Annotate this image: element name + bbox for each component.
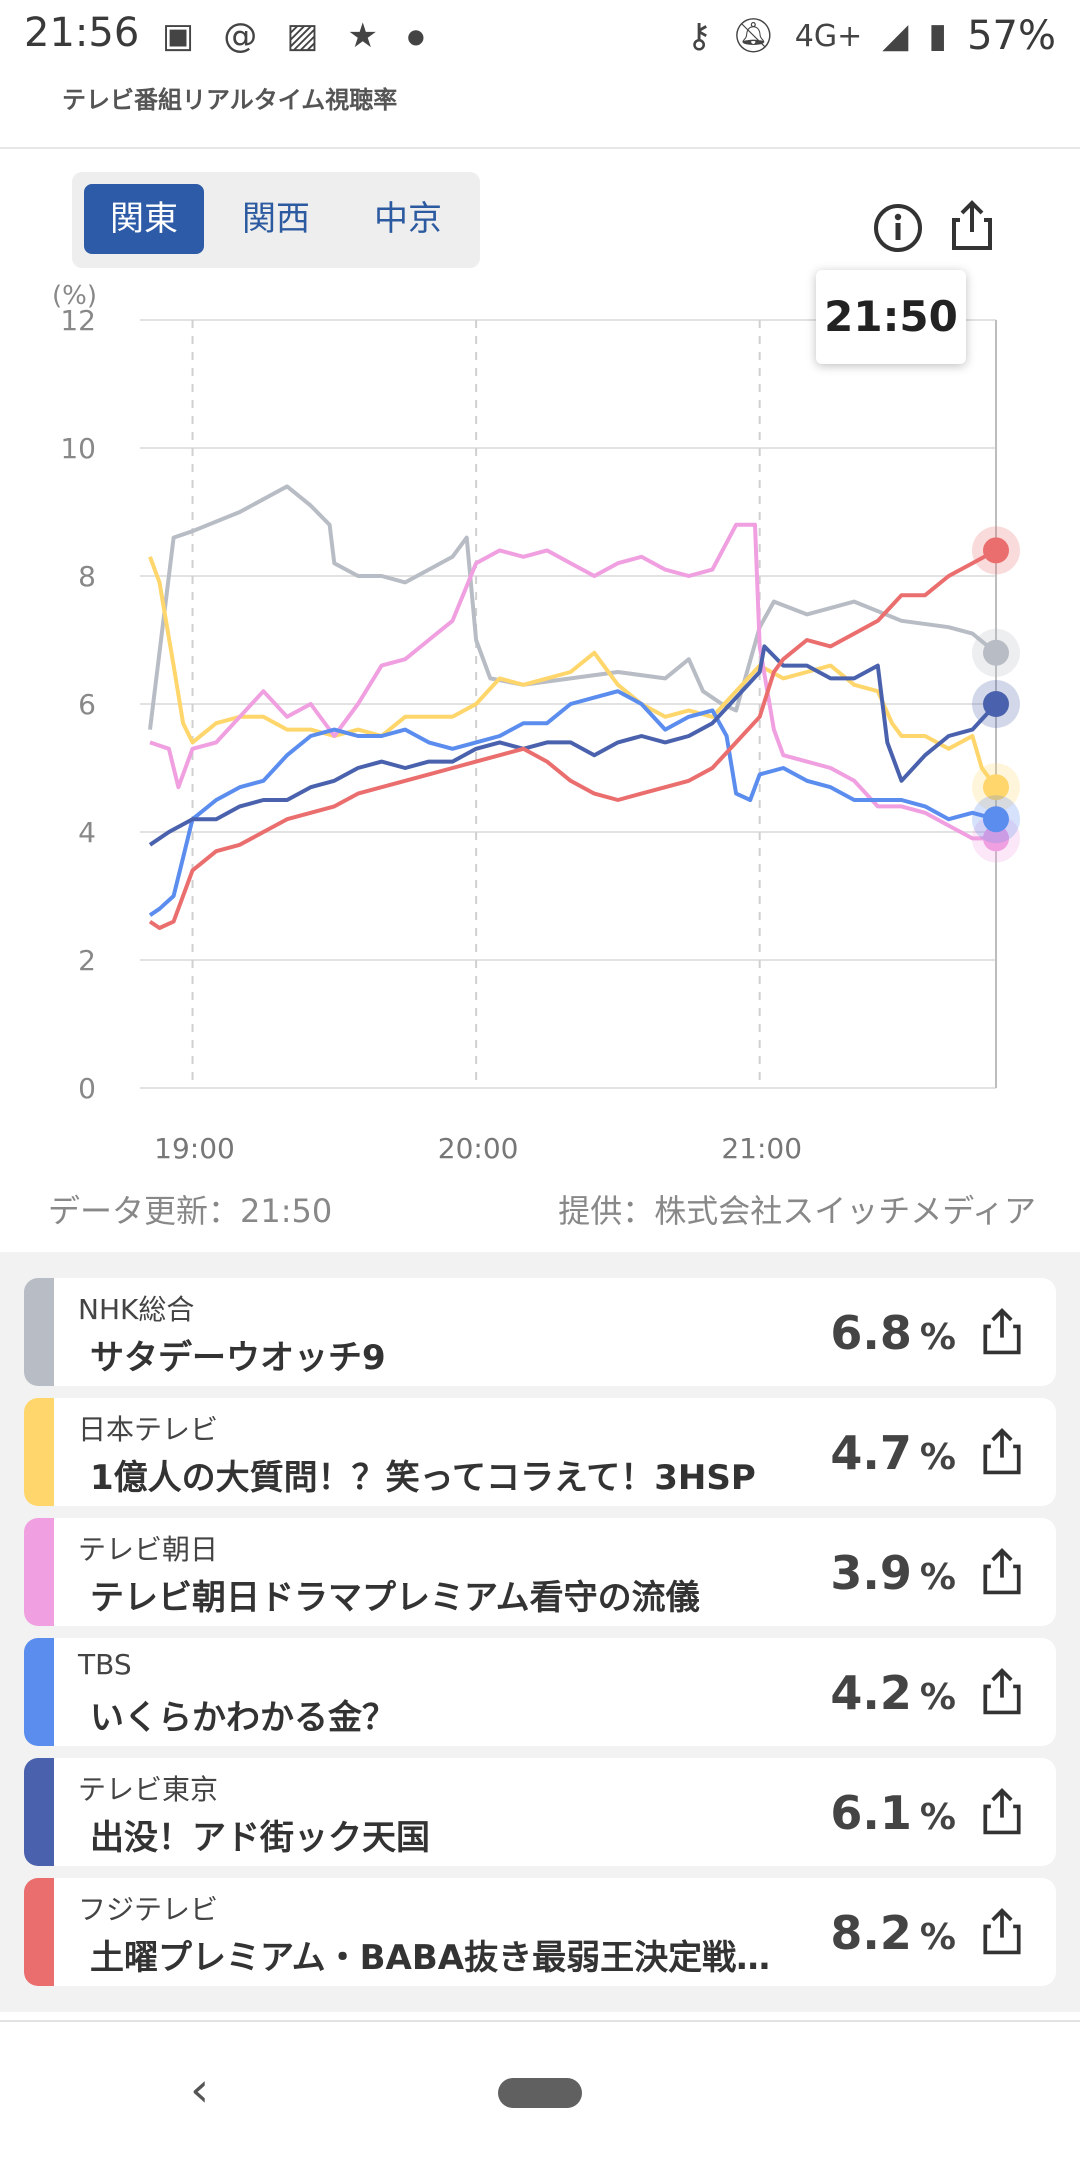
y-tick-label: 4 bbox=[78, 816, 96, 849]
page-header: テレビ番組リアルタイム視聴率 bbox=[0, 72, 1080, 149]
mute-bell-icon: 🔕︎ bbox=[731, 16, 775, 56]
chart-series bbox=[148, 484, 998, 930]
share-icon[interactable] bbox=[976, 1786, 1028, 1838]
header-subtitle: テレビ番組リアルタイム視聴率 bbox=[62, 86, 398, 114]
series-line bbox=[149, 522, 996, 841]
chart-y-axis: 0 2 4 6 8 10 12(%) bbox=[52, 281, 97, 1105]
series-endpoint bbox=[983, 639, 1009, 666]
x-tick-label: 21:00 bbox=[721, 1132, 802, 1165]
status-time: 21:56 bbox=[24, 10, 140, 56]
channel-color-bar bbox=[24, 1518, 54, 1626]
program-card-tx[interactable]: テレビ東京 出没！アド街ック天国 6.1% bbox=[24, 1758, 1056, 1866]
network-type: 4G+ bbox=[794, 18, 863, 54]
rating-chart: 19:00 20:00 21:00 0 2 4 6 8 10 12(%) bbox=[52, 281, 1020, 1165]
rating-value: 4.7% bbox=[830, 1426, 956, 1480]
data-source: 提供：株式会社スイッチメディア bbox=[558, 1192, 1036, 1230]
back-icon[interactable]: ‹ bbox=[190, 2062, 210, 2118]
channel-color-bar bbox=[24, 1398, 54, 1506]
y-tick-label: 12 bbox=[60, 304, 96, 337]
share-icon[interactable] bbox=[944, 198, 1000, 254]
program-card-cx[interactable]: フジテレビ 土曜プレミアム・BABA抜き最弱王決定戦… 8.2% bbox=[24, 1878, 1056, 1986]
channel-name: TBS bbox=[78, 1648, 132, 1681]
system-nav-bar: ‹ bbox=[0, 2020, 1080, 2162]
x-tick-label: 19:00 bbox=[154, 1132, 235, 1165]
status-right-icons: ⚷ 🔕︎ 4G+ ◢ ▮ 57% bbox=[667, 12, 1056, 60]
y-tick-label: 8 bbox=[78, 560, 96, 593]
threads-icon: @ bbox=[223, 16, 258, 56]
series-line bbox=[148, 689, 997, 917]
series-line bbox=[148, 484, 998, 730]
share-icon[interactable] bbox=[976, 1906, 1028, 1958]
x-tick-label: 20:00 bbox=[438, 1132, 519, 1165]
program-title: 1億人の大質問！？笑ってコラえて！3HSP bbox=[90, 1458, 756, 1498]
series-endpoint bbox=[983, 537, 1009, 564]
signal-icon: ◢ bbox=[882, 16, 909, 56]
key-icon: ⚷ bbox=[686, 16, 712, 56]
rating-value: 6.8% bbox=[830, 1306, 956, 1360]
channel-name: フジテレビ bbox=[78, 1893, 219, 1926]
tab-chukyo[interactable]: 中京 bbox=[374, 199, 442, 239]
status-bar: 21:56 ▣ @ ▨ ★ ● ⚷ 🔕︎ 4G+ ◢ ▮ 57% bbox=[0, 0, 1080, 72]
y-tick-label: 0 bbox=[78, 1072, 96, 1105]
channel-color-bar bbox=[24, 1278, 54, 1386]
y-tick-label: 6 bbox=[78, 688, 96, 721]
program-title: テレビ朝日ドラマプレミアム看守の流儀 bbox=[90, 1578, 700, 1618]
image-icon: ▣ bbox=[162, 16, 195, 56]
series-line bbox=[148, 548, 997, 930]
dot-icon: ● bbox=[407, 24, 425, 48]
channel-name: NHK総合 bbox=[78, 1293, 195, 1326]
battery-level: 57% bbox=[967, 13, 1056, 59]
series-endpoint bbox=[983, 691, 1009, 717]
program-card-tbs[interactable]: TBS いくらかわかる金？ 4.2% bbox=[24, 1638, 1056, 1746]
home-pill[interactable] bbox=[498, 2078, 582, 2108]
y-axis-label: (%) bbox=[52, 281, 97, 311]
program-list: NHK総合 サタデーウオッチ9 6.8% 日本テレビ 1億人の大質問！？笑ってコ… bbox=[0, 1252, 1080, 2012]
region-tabs: 関東 関西 中京 bbox=[72, 172, 480, 268]
channel-color-bar bbox=[24, 1758, 54, 1866]
rating-value: 6.1% bbox=[830, 1786, 956, 1840]
series-endpoint bbox=[983, 825, 1009, 852]
program-title: 土曜プレミアム・BABA抜き最弱王決定戦… bbox=[90, 1938, 771, 1978]
tab-kanto[interactable]: 関東 bbox=[84, 184, 204, 254]
share-icon[interactable] bbox=[976, 1546, 1028, 1598]
rating-value: 4.2% bbox=[830, 1666, 956, 1720]
status-left-icons: ▣ @ ▨ ★ ● bbox=[162, 16, 449, 56]
channel-name: 日本テレビ bbox=[78, 1413, 219, 1446]
rating-value: 3.9% bbox=[830, 1546, 956, 1600]
share-icon[interactable] bbox=[976, 1306, 1028, 1358]
program-title: いくらかわかる金？ bbox=[90, 1698, 396, 1738]
series-endpoint bbox=[983, 806, 1009, 833]
chart-x-axis: 19:00 20:00 21:00 bbox=[154, 1132, 802, 1165]
channel-color-bar bbox=[24, 1638, 54, 1746]
program-title: サタデーウオッチ9 bbox=[90, 1338, 386, 1378]
battery-icon: ▮ bbox=[928, 16, 948, 56]
rating-value: 8.2% bbox=[830, 1906, 956, 1960]
program-card-nhk[interactable]: NHK総合 サタデーウオッチ9 6.8% bbox=[24, 1278, 1056, 1386]
share-icon[interactable] bbox=[976, 1426, 1028, 1478]
tab-kansai[interactable]: 関西 bbox=[242, 199, 310, 239]
channel-name: テレビ朝日 bbox=[78, 1533, 219, 1566]
series-endpoint bbox=[983, 774, 1009, 801]
y-tick-label: 2 bbox=[78, 944, 96, 977]
program-card-ntv[interactable]: 日本テレビ 1億人の大質問！？笑ってコラえて！3HSP 4.7% bbox=[24, 1398, 1056, 1506]
channel-name: テレビ東京 bbox=[78, 1773, 219, 1806]
time-tooltip: 21:50 bbox=[816, 270, 966, 364]
program-card-ex[interactable]: テレビ朝日 テレビ朝日ドラマプレミアム看守の流儀 3.9% bbox=[24, 1518, 1056, 1626]
info-icon[interactable] bbox=[870, 200, 926, 256]
chart-footer: データ更新：21:50 提供：株式会社スイッチメディア bbox=[0, 1178, 1080, 1238]
chart-endpoints bbox=[972, 526, 1020, 863]
gallery-icon: ▨ bbox=[286, 16, 319, 56]
update-time: データ更新：21:50 bbox=[48, 1192, 333, 1230]
channel-color-bar bbox=[24, 1878, 54, 1986]
share-icon[interactable] bbox=[976, 1666, 1028, 1718]
series-line bbox=[148, 644, 998, 847]
program-title: 出没！アド街ック天国 bbox=[90, 1818, 430, 1858]
y-tick-label: 10 bbox=[60, 432, 96, 465]
star-icon: ★ bbox=[347, 16, 379, 56]
